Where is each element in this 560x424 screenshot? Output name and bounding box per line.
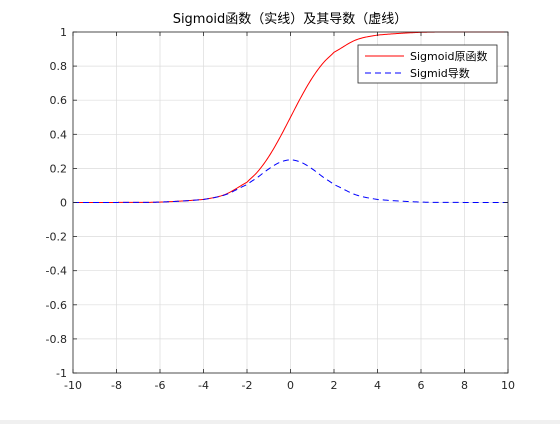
y-tick-label: -0.8: [46, 333, 67, 346]
x-tick-label: -8: [111, 379, 122, 392]
x-tick-label: 2: [331, 379, 338, 392]
x-tick-label: 4: [374, 379, 381, 392]
x-tick-label: -6: [155, 379, 166, 392]
y-tick-label: 0.2: [50, 162, 68, 175]
y-tick-label: 0.4: [50, 128, 68, 141]
y-tick-label: -0.4: [46, 265, 67, 278]
x-tick-label: 0: [287, 379, 294, 392]
x-tick-label: 8: [461, 379, 468, 392]
y-tick-label: 0.6: [50, 94, 68, 107]
y-tick-label: -1: [56, 367, 67, 380]
y-tick-label: 1: [60, 26, 67, 39]
x-tick-label: -4: [198, 379, 209, 392]
legend-box: [357, 44, 498, 84]
legend-label-derivative: Sigmid导数: [410, 67, 470, 80]
x-tick-label: 6: [418, 379, 425, 392]
derivative-line: [73, 159, 508, 203]
y-tick-label: -0.2: [46, 231, 67, 244]
legend-label-sigmoid: Sigmoid原函数: [410, 50, 488, 63]
x-tick-label: -2: [242, 379, 253, 392]
y-tick-label: 0.8: [50, 60, 68, 73]
ticks: -10 -8 -6 -4 -2 0 2 4 6 8 10 -1 -0.8 -0.6 -0.4 -0.2 0 0.2…: [46, 26, 515, 392]
y-tick-label: -0.6: [46, 299, 67, 312]
chart-title: Sigmoid函数（实线）及其导数（虚线）: [173, 12, 408, 27]
y-tick-label: 0: [60, 197, 67, 210]
x-tick-label: 10: [501, 379, 515, 392]
legend[interactable]: Sigmoid原函数 Sigmid导数: [357, 44, 498, 84]
x-tick-label: -10: [64, 379, 82, 392]
